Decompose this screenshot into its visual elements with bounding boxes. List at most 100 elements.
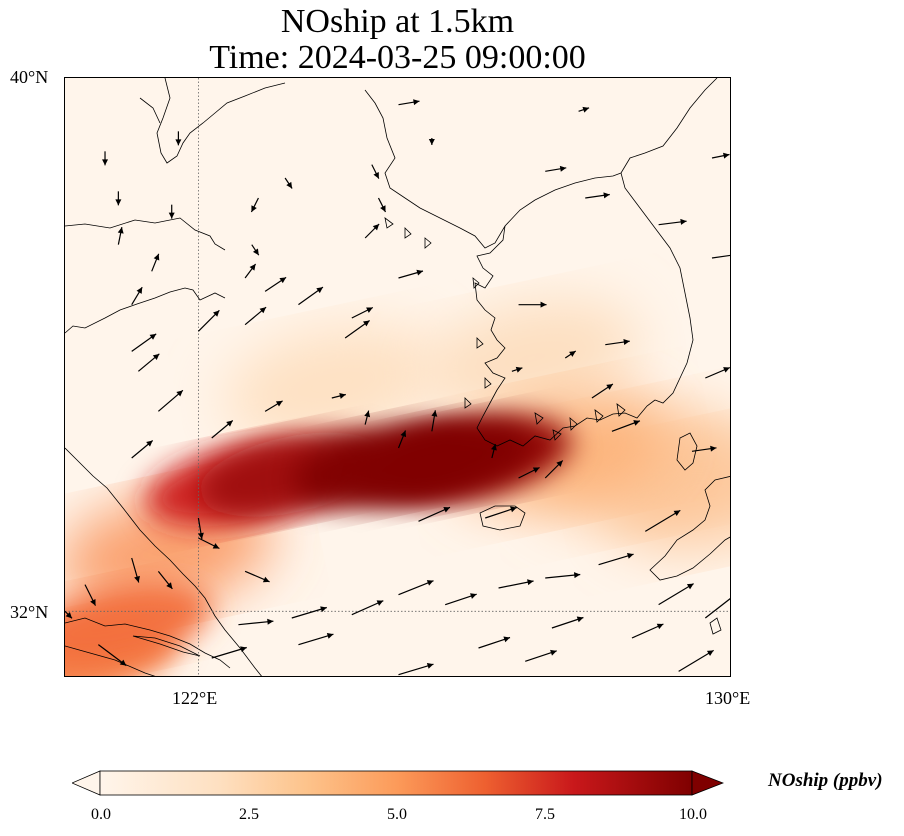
coastline-korea-northeast	[620, 78, 718, 174]
tsushima-island	[676, 432, 698, 471]
wind-arrow	[705, 366, 730, 379]
wind-arrow	[264, 276, 287, 292]
wind-arrow	[351, 306, 374, 319]
wind-arrow	[611, 420, 641, 432]
wind-arrow	[344, 320, 370, 339]
wind-arrow	[598, 553, 634, 566]
colorbar-tick-2-5: 2.5	[239, 806, 259, 823]
wind-arrow	[84, 584, 97, 606]
wind-arrow	[244, 263, 257, 279]
wind-arrow	[511, 366, 523, 373]
wind-arrow	[704, 598, 730, 619]
wind-arrow	[131, 333, 157, 352]
colorbar	[72, 770, 724, 796]
wind-arrow	[331, 393, 346, 399]
wind-arrow	[491, 443, 497, 459]
wind-arrow	[168, 204, 175, 219]
jeju-island	[479, 505, 526, 531]
wind-arrow	[175, 131, 182, 146]
wind-arrow	[197, 309, 220, 332]
lon-tick-122: 122°E	[172, 688, 218, 708]
wind-arrow	[644, 509, 681, 532]
wind-arrow	[428, 138, 435, 145]
wind-arrow	[377, 197, 387, 213]
wind-arrow	[418, 506, 451, 522]
lat-tick-40: 40°N	[10, 67, 49, 87]
colorbar-label: NOship (ppbv)	[768, 770, 883, 791]
map-title-line-1: NOship at 1.5km	[280, 3, 515, 40]
wind-arrow	[251, 244, 260, 256]
wind-arrow	[291, 606, 327, 619]
gridlines	[65, 78, 730, 676]
wind-arrow	[518, 466, 540, 479]
wind-arrow	[250, 197, 259, 213]
coastlines	[65, 78, 730, 676]
wind-arrow	[485, 506, 517, 519]
wind-arrow	[65, 610, 73, 619]
wind-arrow	[364, 410, 371, 425]
wind-arrow	[518, 301, 547, 308]
wind-arrow	[498, 579, 534, 589]
islands-south-1	[534, 403, 626, 441]
coastline-korea-peninsula-west	[474, 225, 656, 447]
coastline-liaodong	[156, 78, 286, 164]
coastline-korea-west	[364, 89, 622, 249]
field-blob	[603, 432, 730, 550]
wind-arrow	[117, 227, 124, 245]
islands-west-1	[464, 277, 492, 409]
wind-arrow	[431, 410, 438, 432]
colorbar-tick-10: 10.0	[679, 806, 707, 823]
wind-arrow	[478, 636, 511, 649]
wind-arrow	[631, 623, 664, 639]
wind-arrow	[102, 151, 109, 166]
wind-arrow	[97, 644, 127, 667]
coastline-yangtze	[65, 617, 231, 669]
wind-arrow	[525, 649, 557, 662]
wind-arrow	[157, 389, 184, 412]
wind-arrow	[238, 618, 274, 626]
wind-arrow	[585, 192, 610, 199]
wind-arrow	[551, 616, 584, 629]
coastline-jiangsu	[65, 447, 262, 676]
wind-arrow	[157, 570, 173, 590]
wind-arrow	[115, 191, 122, 206]
wind-arrow	[545, 572, 581, 579]
wind-arrow	[691, 445, 717, 452]
colorbar-tick-7-5: 7.5	[535, 806, 555, 823]
wind-arrow	[298, 286, 324, 306]
wind-arrow	[398, 663, 434, 676]
wind-arrow	[364, 223, 380, 239]
wind-arrow	[197, 517, 204, 540]
wind-arrow	[398, 99, 420, 106]
wind-arrow	[564, 350, 577, 359]
colorbar-tick-5: 5.0	[387, 806, 407, 823]
coastline-china-north	[65, 217, 226, 251]
wind-arrow	[131, 286, 143, 305]
wind-arrow	[545, 165, 567, 172]
wind-arrow	[211, 646, 247, 659]
wind-arrow	[137, 353, 160, 372]
wind-arrow	[591, 383, 614, 399]
wind-arrow	[711, 152, 730, 159]
wind-arrow	[244, 306, 267, 326]
wind-arrow	[544, 460, 564, 479]
field-blob	[423, 299, 641, 417]
wind-arrow	[244, 570, 270, 583]
wind-arrow	[131, 440, 154, 459]
coastline-shandong	[65, 287, 226, 334]
kyushu-coast	[649, 476, 730, 581]
wind-arrow	[211, 420, 234, 439]
wind-arrow	[658, 218, 687, 226]
wind-arrow	[284, 177, 293, 189]
wind-arrow	[578, 106, 590, 113]
map-panel	[64, 77, 731, 677]
lat-tick-32: 32°N	[10, 602, 49, 622]
map-canvas	[65, 78, 730, 676]
islands-north-bay	[384, 217, 432, 249]
field-blob	[223, 326, 441, 444]
lon-tick-130: 130°E	[705, 688, 751, 708]
map-title-line-2: Time: 2024-03-25 09:00:00	[209, 39, 586, 76]
islands-japan-south	[709, 617, 722, 635]
wind-arrow	[198, 537, 220, 550]
wind-arrow	[131, 557, 140, 583]
